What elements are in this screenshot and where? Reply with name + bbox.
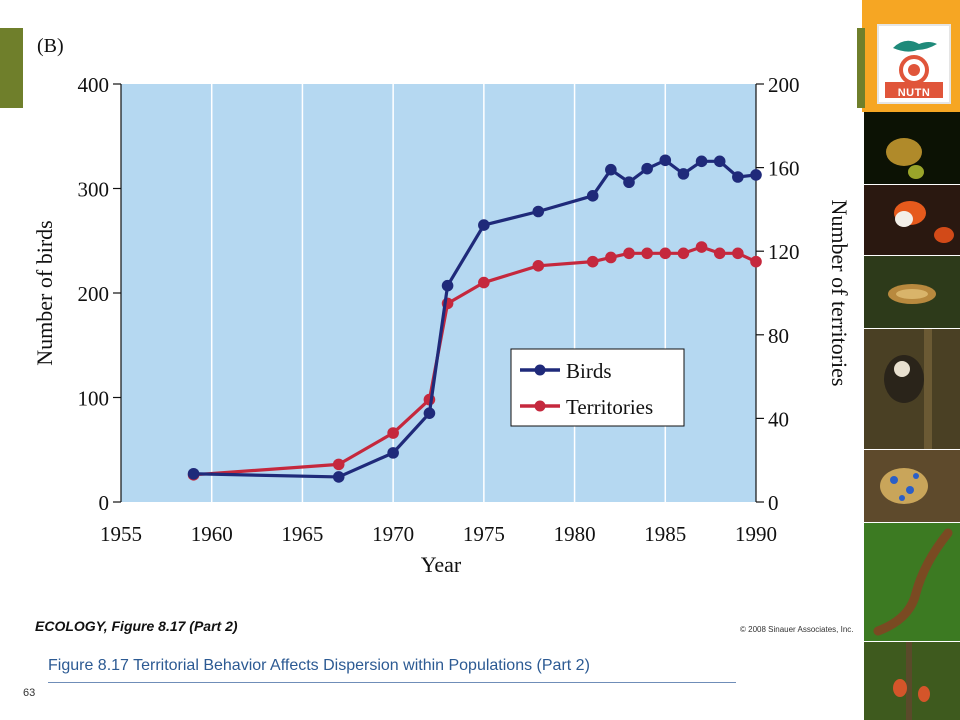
territories-point	[586, 255, 599, 268]
legend-birds-marker	[534, 364, 546, 376]
territories-point	[750, 255, 762, 268]
birds-point	[659, 154, 672, 167]
y-right-axis-label: Number of territories	[827, 200, 852, 387]
y-right-tick-label: 0	[768, 491, 779, 515]
data-series	[187, 154, 762, 483]
y-right-tick-label: 40	[768, 407, 789, 431]
birds-point	[478, 219, 490, 231]
x-axis-label: Year	[421, 552, 462, 577]
page-number: 63	[23, 687, 36, 699]
x-tick-label: 1985	[644, 522, 686, 546]
right-accent-tab	[857, 28, 865, 108]
y-left-tick-label: 100	[78, 387, 110, 411]
plot-area	[121, 84, 756, 502]
territory-chart: 1955 1960 1965 1970 1975 1980 1985 1990 0 100 200…	[32, 73, 852, 577]
beetles-photo	[864, 642, 960, 720]
birds-point	[187, 467, 200, 480]
footer-divider	[48, 682, 736, 683]
figure-source-caption: ECOLOGY, Figure 8.17 (Part 2)	[35, 618, 238, 634]
legend-box	[510, 348, 685, 427]
birds-point	[332, 471, 345, 483]
y-right-tick-label: 160	[768, 157, 800, 181]
territories-point	[732, 247, 744, 260]
birds-point	[605, 163, 617, 176]
monkey-photo	[864, 329, 960, 449]
vertical-gridlines	[210, 84, 667, 502]
territories-point	[659, 247, 672, 260]
figure-title: Figure 8.17 Territorial Behavior Affects…	[48, 657, 590, 674]
birds-point	[441, 279, 454, 292]
territories-point	[478, 276, 490, 289]
axis-ticks	[113, 83, 764, 503]
x-tick-labels: 1955 1960 1965 1970 1975 1980 1985 1990	[100, 522, 777, 546]
orange-frog-photo	[864, 185, 960, 255]
territories-point	[605, 251, 617, 264]
y-left-tick-label: 0	[99, 491, 110, 515]
territories-point	[677, 247, 690, 260]
birds-point	[695, 155, 708, 168]
y-left-tick-label: 300	[78, 178, 110, 202]
x-tick-label: 1990	[735, 522, 777, 546]
birds-point	[750, 169, 762, 181]
newt-photo	[864, 523, 960, 641]
x-tick-label: 1960	[191, 522, 233, 546]
x-tick-label: 1980	[554, 522, 596, 546]
x-tick-label: 1955	[100, 522, 142, 546]
logo-icon	[885, 40, 943, 98]
territories-point	[532, 260, 545, 272]
panel-label: (B)	[37, 35, 64, 57]
territories-point	[641, 247, 653, 260]
legend-territories-label: Territories	[566, 395, 653, 419]
birds-point	[623, 176, 635, 189]
territories-point	[623, 247, 635, 260]
x-tick-label: 1975	[463, 522, 505, 546]
y-left-tick-labels: 0 100 200 300 400	[78, 73, 110, 515]
y-right-tick-label: 120	[768, 240, 800, 264]
y-left-tick-label: 200	[78, 282, 110, 306]
birds-point	[713, 155, 726, 168]
territories-point	[332, 458, 345, 471]
territories-point	[387, 427, 399, 439]
x-tick-label: 1965	[281, 522, 323, 546]
copyright-notice: © 2008 Sinauer Associates, Inc.	[740, 625, 854, 634]
university-logo: NUTN	[877, 24, 951, 104]
birds-point	[423, 407, 436, 419]
logo-text: NUTN	[897, 87, 931, 99]
legend: Birds Territories	[510, 348, 685, 427]
y-left-tick-label: 400	[78, 73, 110, 97]
legend-territories-marker	[534, 400, 546, 412]
territories-point	[713, 247, 726, 260]
y-right-tick-label: 200	[768, 73, 800, 97]
x-tick-label: 1970	[372, 522, 414, 546]
birds-point	[387, 447, 399, 459]
left-accent-tab	[0, 28, 23, 108]
legend-birds-label: Birds	[566, 359, 612, 383]
territories-point	[695, 241, 708, 253]
frog-on-plant-photo	[864, 112, 960, 184]
brown-frog-photo	[864, 256, 960, 328]
y-right-tick-labels: 0 40 80 120 160 200	[768, 73, 800, 515]
birds-point	[677, 168, 690, 180]
birds-point	[732, 171, 744, 183]
y-right-tick-label: 80	[768, 324, 789, 348]
birds-point	[586, 190, 599, 202]
blue-ringed-octopus-photo	[864, 450, 960, 522]
y-left-axis-label: Number of birds	[32, 220, 57, 365]
birds-point	[532, 205, 545, 218]
birds-point	[641, 162, 653, 175]
